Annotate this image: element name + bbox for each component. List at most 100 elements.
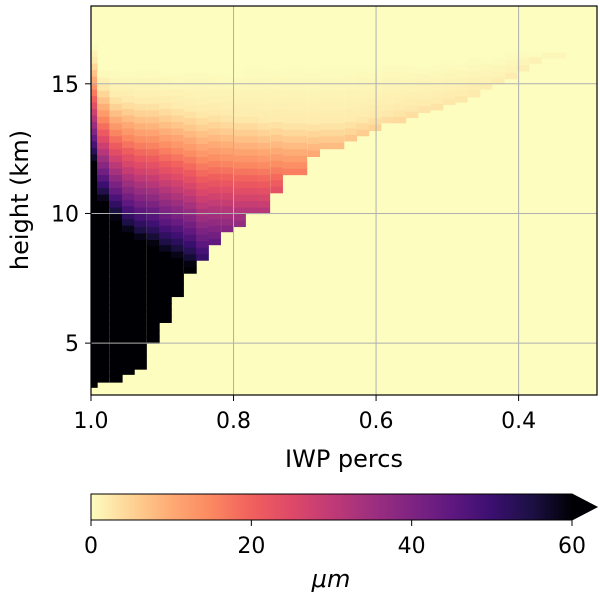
heatmap-cell <box>159 212 172 220</box>
heatmap-cell <box>417 105 431 113</box>
heatmap-cell <box>171 153 184 161</box>
heatmap-cell <box>122 121 135 129</box>
heatmap-cell <box>97 90 110 98</box>
heatmap-cell <box>282 142 296 150</box>
heatmap-cell <box>270 147 283 155</box>
heatmap-cell <box>91 134 98 142</box>
heatmap-cell <box>184 111 197 119</box>
heatmap-cell <box>109 239 123 247</box>
heatmap-cell <box>282 103 296 111</box>
heatmap-cell <box>97 362 110 370</box>
heatmap-cell <box>122 354 135 362</box>
heatmap-cell <box>257 116 271 124</box>
heatmap-cell <box>196 72 209 80</box>
heatmap-cell <box>233 77 246 85</box>
heatmap-cell <box>91 56 98 64</box>
heatmap-cell <box>159 101 172 110</box>
heatmap-cell <box>245 77 259 85</box>
heatmap-cell <box>134 122 147 130</box>
heatmap-cell <box>294 77 308 85</box>
heatmap-cell <box>184 208 197 216</box>
heatmap-cell <box>91 348 98 356</box>
colorbar-tick-label: 0 <box>84 534 98 559</box>
heatmap-cell <box>221 199 234 207</box>
heatmap-cell <box>467 77 481 85</box>
heatmap-cell <box>454 69 468 77</box>
heatmap-cell <box>171 238 184 246</box>
heatmap-cell <box>257 77 271 85</box>
heatmap-cell <box>134 213 147 221</box>
heatmap-cell <box>109 232 123 240</box>
heatmap-cell <box>208 76 221 84</box>
heatmap-cell <box>319 109 333 117</box>
heatmap-cell <box>257 96 271 104</box>
heatmap-cell <box>208 101 221 110</box>
heatmap-cell <box>146 252 160 260</box>
heatmap-cell <box>516 52 530 59</box>
heatmap-cell <box>245 206 259 215</box>
heatmap-cell <box>109 83 123 91</box>
heatmap-cell <box>122 257 135 265</box>
heatmap-cell <box>307 72 321 80</box>
heatmap-cell <box>171 76 184 84</box>
heatmap-cell <box>417 92 431 100</box>
heatmap-cell <box>245 83 259 91</box>
colorbar-outline <box>90 493 599 521</box>
heatmap-cell <box>109 297 123 305</box>
heatmap-cell <box>146 226 160 234</box>
heatmap-cell <box>196 111 209 119</box>
heatmap-cell <box>159 173 172 181</box>
heatmap-cell <box>381 109 395 117</box>
heatmap-cell <box>146 155 160 163</box>
heatmap-cell <box>208 173 221 181</box>
heatmap-cell <box>109 116 123 124</box>
heatmap-cell <box>122 199 135 207</box>
heatmap-cell <box>282 168 296 176</box>
heatmap-cell <box>196 195 209 203</box>
heatmap-cell <box>184 124 197 132</box>
heatmap-cell <box>257 109 271 117</box>
heatmap-cell <box>196 70 209 73</box>
heatmap-cell <box>91 257 98 265</box>
heatmap-cell <box>221 95 234 103</box>
heatmap-cell <box>109 213 123 221</box>
heatmap-cell <box>381 96 395 104</box>
heatmap-cell <box>208 95 221 103</box>
heatmap-cell <box>122 367 135 375</box>
heatmap-cell <box>270 69 283 77</box>
heatmap-cell <box>109 336 123 344</box>
heatmap-cell <box>344 69 358 77</box>
heatmap-cell <box>233 174 246 182</box>
heatmap-cell <box>146 297 160 305</box>
heatmap-cell <box>393 96 407 104</box>
heatmap-cell <box>270 140 283 148</box>
heatmap-cell <box>97 356 110 364</box>
heatmap-cell <box>146 245 160 253</box>
heatmap-cell <box>122 270 135 278</box>
heatmap-cell <box>479 76 493 84</box>
heatmap-cell <box>134 161 147 169</box>
heatmap-cell <box>97 200 110 208</box>
heatmap-cell <box>221 179 234 187</box>
heatmap-cell <box>233 161 246 169</box>
heatmap-cell <box>430 96 444 104</box>
heatmap-cell <box>159 127 172 135</box>
heatmap-cell <box>134 96 147 104</box>
heatmap-cell <box>430 103 444 111</box>
heatmap-cell <box>109 304 123 312</box>
heatmap-cell <box>91 315 98 323</box>
heatmap-cell <box>97 135 110 143</box>
heatmap-cell <box>368 65 382 73</box>
heatmap-cell <box>430 64 444 72</box>
heatmap-cell <box>356 77 370 85</box>
heatmap-cell <box>134 336 147 344</box>
heatmap-cell <box>159 199 172 207</box>
heatmap-cell <box>91 374 98 382</box>
heatmap-cell <box>109 278 123 286</box>
heatmap-cell <box>146 135 160 143</box>
heatmap-cell <box>184 266 197 274</box>
heatmap-cell <box>171 134 184 142</box>
heatmap-cell <box>134 284 147 292</box>
heatmap-cell <box>454 76 468 84</box>
heatmap-cell <box>221 108 234 116</box>
